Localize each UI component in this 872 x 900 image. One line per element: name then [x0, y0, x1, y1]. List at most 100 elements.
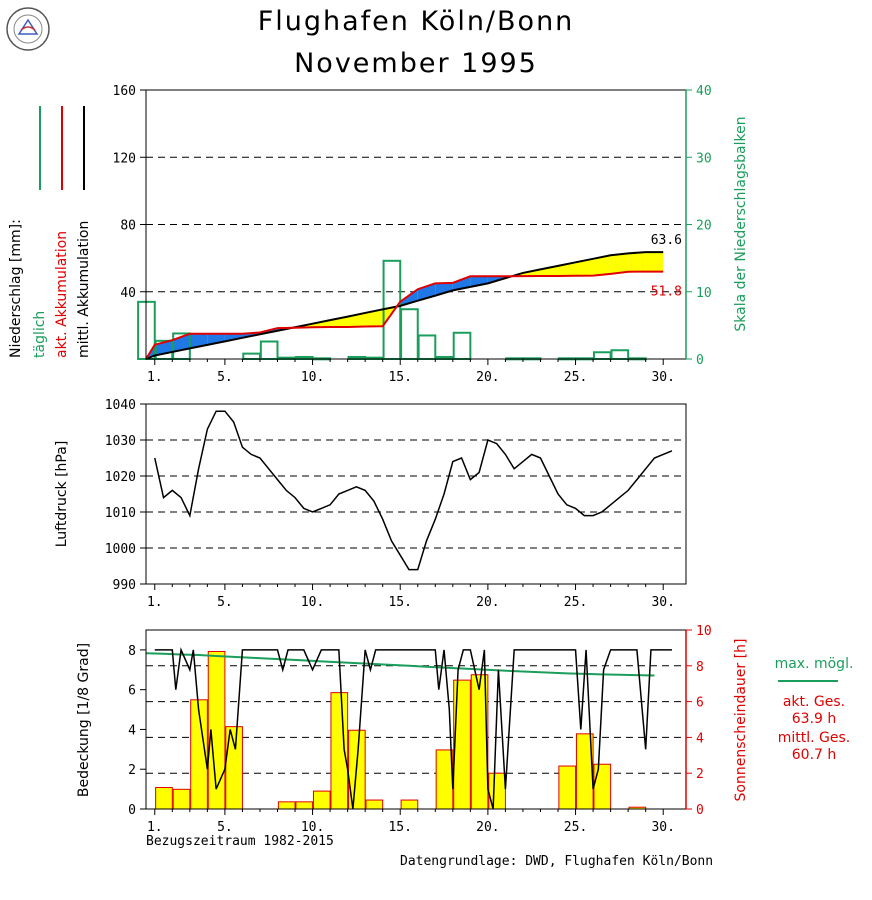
mean-total-label: mittl. Ges. — [777, 730, 851, 746]
daily-precip-bar — [242, 352, 261, 360]
actual-accumulation-line — [145, 270, 664, 360]
daily-precip-bar — [400, 308, 419, 360]
cloud-cover-line — [154, 647, 672, 810]
precip-ytick-label: 40 — [120, 286, 136, 301]
pressure-line — [154, 410, 673, 571]
precip-ytick-label: 80 — [120, 219, 136, 234]
mean-end-value: 63.6 — [651, 233, 682, 248]
pressure-plot-frame — [145, 403, 687, 585]
precip-y2tick-label: 30 — [696, 151, 712, 166]
cloud-ytick-label: 2 — [128, 763, 136, 778]
precip-y2tick-label: 10 — [696, 286, 712, 301]
precip-xtick-label: 5. — [217, 370, 233, 385]
precip-deficit-area — [593, 255, 611, 276]
precip-xtick-label: 1. — [147, 370, 163, 385]
sunshine-y2tick-label: 2 — [696, 767, 704, 782]
precip-y2tick-label: 20 — [696, 219, 712, 234]
sunshine-y2tick-label: 0 — [696, 803, 704, 818]
sunshine-bar — [172, 788, 191, 810]
daily-precip-bar — [259, 340, 279, 361]
cloud-ytick-label: 6 — [128, 684, 136, 699]
sunshine-bar — [277, 801, 296, 810]
mean-total-value: 60.7 h — [791, 747, 837, 763]
actual-total-label: akt. Ges. — [782, 694, 846, 710]
precip-deficit-area — [628, 252, 646, 272]
sunshine-bar — [435, 749, 454, 810]
reference-period: Bezugszeitraum 1982-2015 — [146, 834, 334, 849]
sunshine-bar — [155, 787, 173, 810]
pressure-xtick-label: 5. — [217, 595, 233, 610]
precip-deficit-area — [330, 316, 348, 328]
precip-legend-label: Niederschlag [mm]: — [8, 219, 24, 358]
pressure-xtick-label: 25. — [564, 595, 587, 610]
daily-precip-bar — [592, 351, 612, 360]
daily-precip-bar — [452, 331, 472, 360]
cloud-xtick-label: 20. — [476, 820, 499, 835]
precip-deficit-area — [540, 265, 559, 276]
chart-subtitle: November 1995 — [294, 48, 538, 79]
sunshine-y2tick-label: 4 — [696, 731, 704, 746]
max-possible-legend-line — [778, 680, 838, 682]
precip-surplus-area — [172, 333, 190, 352]
mean-accumulation-line — [145, 251, 664, 360]
sunshine-bar — [400, 799, 419, 810]
precip-xtick-label: 30. — [651, 370, 674, 385]
cloud-xtick-label: 1. — [147, 820, 163, 835]
cloud-xtick-label: 25. — [564, 820, 587, 835]
precip-deficit-area — [610, 253, 629, 274]
cloud-ytick-label: 8 — [128, 644, 136, 659]
precip-deficit-area — [365, 309, 383, 327]
precip-legend-label: mittl. Akkumulation — [76, 221, 92, 358]
precip-deficit-area — [645, 252, 664, 272]
precip-right-axis-label: Skala der Niederschlagsbalken — [733, 116, 749, 331]
precip-ytick-label: 120 — [113, 151, 136, 166]
precip-xtick-label: 20. — [476, 370, 499, 385]
cloud-xtick-label: 30. — [651, 820, 674, 835]
pressure-xtick-label: 10. — [301, 595, 324, 610]
cloud-xtick-label: 5. — [217, 820, 233, 835]
actual-total-value: 63.9 h — [791, 711, 837, 727]
sunshine-axis-label: Sonnenscheindauer [h] — [733, 639, 749, 802]
precip-xtick-label: 10. — [301, 370, 324, 385]
dwd-seal-logo — [5, 6, 51, 52]
pressure-xtick-label: 20. — [476, 595, 499, 610]
cloud-xtick-label: 10. — [301, 820, 324, 835]
precip-xtick-label: 25. — [564, 370, 587, 385]
actual-end-value: 51.8 — [651, 285, 682, 300]
pressure-xtick-label: 30. — [651, 595, 674, 610]
precip-legend-label: akt. Akkumulation — [54, 231, 70, 358]
pressure-ytick-label: 990 — [113, 578, 136, 593]
sunshine-y2tick-label: 10 — [696, 624, 712, 639]
cloud-xtick-label: 15. — [388, 820, 411, 835]
daily-precip-bar — [417, 334, 437, 360]
pressure-ytick-label: 1030 — [105, 434, 136, 449]
sunshine-bar — [295, 801, 314, 810]
data-source: Datengrundlage: DWD, Flughafen Köln/Bonn — [400, 854, 714, 869]
precip-y2tick-label: 0 — [696, 353, 704, 368]
pressure-ytick-label: 1010 — [105, 506, 136, 521]
precip-deficit-area — [575, 258, 594, 276]
daily-precip-bar — [610, 349, 630, 361]
max-possible-label: max. mögl. — [774, 656, 854, 672]
sunshine-y2tick-label: 6 — [696, 696, 704, 711]
pressure-ytick-label: 1040 — [105, 398, 136, 413]
pressure-axis-label: Luftdruck [hPa] — [54, 441, 70, 548]
chart-title: Flughafen Köln/Bonn — [257, 6, 575, 37]
cloud-axis-label: Bedeckung [1/8 Grad] — [76, 643, 92, 797]
pressure-xtick-label: 1. — [147, 595, 163, 610]
precip-ytick-label: 160 — [113, 84, 136, 99]
sunshine-bar — [593, 763, 612, 810]
precip-xtick-label: 15. — [388, 370, 411, 385]
pressure-ytick-label: 1000 — [105, 542, 136, 557]
max-possible-sunshine-line — [145, 652, 655, 677]
pressure-xtick-label: 15. — [388, 595, 411, 610]
precip-legend-label: täglich — [32, 311, 48, 358]
precip-y2tick-label: 40 — [696, 84, 712, 99]
pressure-ytick-label: 1020 — [105, 470, 136, 485]
sunshine-bar — [558, 765, 577, 810]
sunshine-y2tick-label: 8 — [696, 660, 704, 675]
cloud-ytick-label: 0 — [128, 803, 136, 818]
precip-surplus-area — [435, 282, 453, 296]
cloud-ytick-label: 4 — [128, 723, 136, 738]
